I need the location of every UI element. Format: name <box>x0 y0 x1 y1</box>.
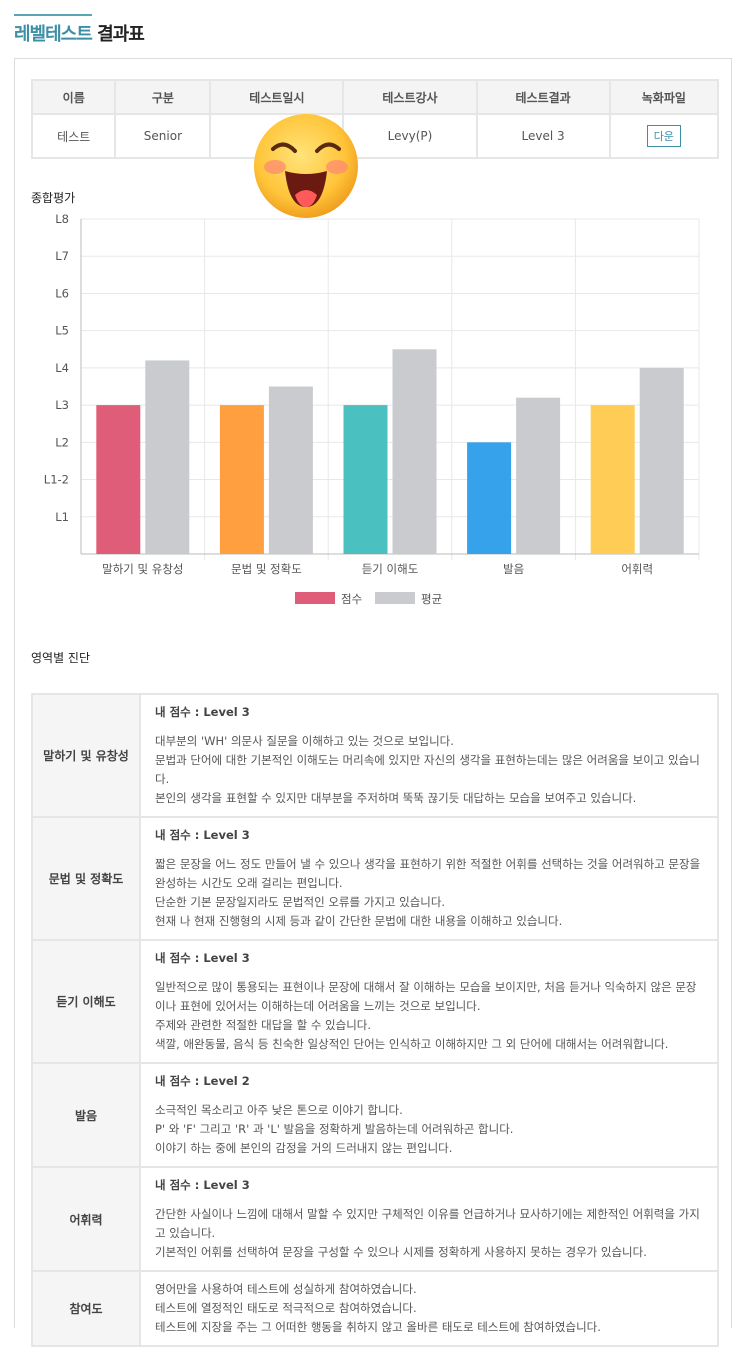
diagnosis-line: 소극적인 목소리고 아주 낮은 톤으로 이야기 합니다. <box>155 1103 403 1117</box>
diagnosis-row: 듣기 이해도 내 점수 : Level 3 일반적으로 많이 통용되는 표현이나 문… <box>31 939 719 1064</box>
title-accent: 레벨테스트 <box>14 24 93 45</box>
diagnosis-line: 주제와 관련한 적절한 대답을 할 수 있습니다. <box>155 1018 372 1032</box>
diagnosis-score: 내 점수 : Level 3 <box>155 705 250 719</box>
diagnosis-line: 대부분의 'WH' 의문사 질문을 이해하고 있는 것으로 보입니다. <box>155 734 454 748</box>
summary-label: 종합평가 <box>31 191 76 205</box>
diagnosis-row: 어휘력 내 점수 : Level 3 간단한 사실이나 느낌에 대해서 말할 수 있… <box>31 1166 719 1272</box>
info-name: 테스트 <box>30 113 117 159</box>
average-bar <box>516 397 561 554</box>
info-result: Level 3 <box>475 113 611 159</box>
result-panel: 이름 구분 테스트일시 테스트강사 테스트결과 녹화파일 테스트 Senior … <box>14 58 732 1347</box>
diagnosis-text: 내 점수 : Level 3 일반적으로 많이 통용되는 표현이나 문장에 대해서… <box>139 939 719 1064</box>
info-table: 이름 구분 테스트일시 테스트강사 테스트결과 녹화파일 테스트 Senior … <box>30 79 720 159</box>
info-header-name: 이름 <box>30 79 117 115</box>
diagnosis-area: 듣기 이해도 <box>31 939 141 1064</box>
diagnosis-area: 어휘력 <box>31 1166 141 1272</box>
diagnosis-area: 말하기 및 유창성 <box>31 693 141 818</box>
legend-label-average: 평균 <box>421 592 442 606</box>
diagnosis-area: 문법 및 정확도 <box>31 816 141 941</box>
x-tick-label: 어휘력 <box>621 562 653 576</box>
diagnosis-row: 문법 및 정확도 내 점수 : Level 3 짧은 문장을 어느 정도 만들어 낼… <box>31 816 719 941</box>
diagnosis-line: 이야기 하는 중에 본인의 감정을 거의 드러내지 않는 편입니다. <box>155 1141 453 1155</box>
y-tick-label: L3 <box>55 398 69 412</box>
diagnosis-line: 현재 나 현재 진행형의 시제 등과 같이 간단한 문법에 대한 내용을 이해하… <box>155 914 563 928</box>
info-row: 테스트 Senior Levy(P) Level 3 다운 <box>30 113 720 159</box>
average-bar <box>145 360 190 554</box>
title-rest: 결과표 <box>97 24 145 45</box>
diagnosis-line: 기본적인 어휘를 선택하여 문장을 구성할 수 있으나 시제를 정확하게 사용하… <box>155 1245 647 1259</box>
info-header-recording: 녹화파일 <box>608 79 720 115</box>
score-bar <box>96 405 141 554</box>
legend-label-score: 점수 <box>341 592 362 606</box>
score-bar <box>219 405 264 554</box>
legend-swatch-average <box>375 592 415 604</box>
diagnosis-text: 내 점수 : Level 2 소극적인 목소리고 아주 낮은 톤으로 이야기 합니… <box>139 1062 719 1168</box>
diagnosis-table: 말하기 및 유창성 내 점수 : Level 3 대부분의 'WH' 의문사 질문을… <box>31 693 719 1347</box>
summary-bar-chart: L1 L1-2 L2 L3 L4 L5 L6 L7 L8 말하기 및 유창성 문법 및 정확도 듣기 … <box>44 212 700 606</box>
diagnosis-line: 테스트에 열정적인 태도로 적극적으로 참여하였습니다. <box>155 1301 417 1315</box>
page-title: 레벨테스트 결과표 <box>14 20 145 46</box>
diagnosis-area: 발음 <box>31 1062 141 1168</box>
diagnosis-line: 테스트에 지장을 주는 그 어떠한 행동을 취하지 않고 올바른 태도로 테스트… <box>155 1320 601 1334</box>
info-header-category: 구분 <box>114 79 212 115</box>
x-tick-label: 말하기 및 유창성 <box>102 562 183 576</box>
info-recording-cell: 다운 <box>608 113 720 159</box>
page-title-block: 레벨테스트 결과표 <box>14 14 145 46</box>
diagnosis-score: 내 점수 : Level 2 <box>155 1074 250 1088</box>
diagnosis-label: 영역별 진단 <box>31 651 91 665</box>
y-tick-label: L5 <box>55 324 69 338</box>
diagnosis-line: 본인의 생각을 표현할 수 있지만 대부분을 주저하며 뚝뚝 끊기듯 대답하는 … <box>155 791 637 805</box>
diagnosis-line: 영어만을 사용하여 테스트에 성실하게 참여하였습니다. <box>155 1282 417 1296</box>
title-underline <box>14 14 92 16</box>
legend-swatch-score <box>295 592 335 604</box>
diagnosis-area: 참여도 <box>31 1270 141 1347</box>
diagnosis-line: P' 와 'F' 그리고 'R' 과 'L' 발음을 정확하게 발음하는데 어려… <box>155 1122 514 1136</box>
info-header-row: 이름 구분 테스트일시 테스트강사 테스트결과 녹화파일 <box>30 79 720 115</box>
diagnosis-text: 내 점수 : Level 3 간단한 사실이나 느낌에 대해서 말할 수 있지만 … <box>139 1166 719 1272</box>
diagnosis-score: 내 점수 : Level 3 <box>155 1178 250 1192</box>
diagnosis-text: 영어만을 사용하여 테스트에 성실하게 참여하였습니다. 테스트에 열정적인 태도… <box>139 1270 719 1347</box>
diagnosis-line: 짧은 문장을 어느 정도 만들어 낼 수 있으나 생각을 표현하기 위한 적절한… <box>155 857 701 890</box>
y-tick-label: L7 <box>55 249 69 263</box>
score-bar <box>343 405 388 554</box>
diagnosis-score: 내 점수 : Level 3 <box>155 951 250 965</box>
diagnosis-line: 간단한 사실이나 느낌에 대해서 말할 수 있지만 구체적인 이유를 언급하거나… <box>155 1207 700 1240</box>
average-bar <box>268 386 313 554</box>
y-tick-label: L1 <box>55 510 69 524</box>
info-category: Senior <box>114 113 212 159</box>
y-tick-label: L4 <box>55 361 69 375</box>
info-header-teacher: 테스트강사 <box>342 79 478 115</box>
y-tick-label: L6 <box>55 286 69 300</box>
diagnosis-text: 내 점수 : Level 3 짧은 문장을 어느 정도 만들어 낼 수 있으나 생… <box>139 816 719 941</box>
score-bar <box>467 442 512 554</box>
diagnosis-row: 말하기 및 유창성 내 점수 : Level 3 대부분의 'WH' 의문사 질문을… <box>31 693 719 818</box>
info-header-result: 테스트결과 <box>475 79 611 115</box>
diagnosis-row: 발음 내 점수 : Level 2 소극적인 목소리고 아주 낮은 톤으로 이야기 … <box>31 1062 719 1168</box>
average-bar <box>392 349 437 554</box>
download-button[interactable]: 다운 <box>646 125 681 147</box>
diagnosis-text: 내 점수 : Level 3 대부분의 'WH' 의문사 질문을 이해하고 있는 … <box>139 693 719 818</box>
info-teacher: Levy(P) <box>342 113 478 159</box>
y-tick-label: L2 <box>55 435 69 449</box>
diagnosis-line: 단순한 기본 문장일지라도 문법적인 오류를 가지고 있습니다. <box>155 895 446 909</box>
diagnosis-row: 참여도 영어만을 사용하여 테스트에 성실하게 참여하였습니다. 테스트에 열정적인… <box>31 1270 719 1347</box>
diagnosis-line: 일반적으로 많이 통용되는 표현이나 문장에 대해서 잘 이해하는 모습을 보이… <box>155 980 697 1013</box>
diagnosis-score: 내 점수 : Level 3 <box>155 828 250 842</box>
score-bar <box>590 405 635 554</box>
y-tick-label: L8 <box>55 212 69 226</box>
diagnosis-line: 문법과 단어에 대한 기본적인 이해도는 머리속에 있지만 자신의 생각을 표현… <box>155 753 700 786</box>
x-tick-label: 발음 <box>503 562 524 576</box>
diagnosis-line: 색깔, 애완동물, 음식 등 친숙한 일상적인 단어는 인식하고 이해하지만 그… <box>155 1037 669 1051</box>
x-tick-label: 문법 및 정확도 <box>231 562 302 576</box>
x-tick-label: 듣기 이해도 <box>362 562 419 576</box>
y-tick-label: L1-2 <box>44 473 69 487</box>
laughing-face-emoji-icon <box>254 114 358 218</box>
average-bar <box>639 367 684 554</box>
info-header-datetime: 테스트일시 <box>209 79 345 115</box>
